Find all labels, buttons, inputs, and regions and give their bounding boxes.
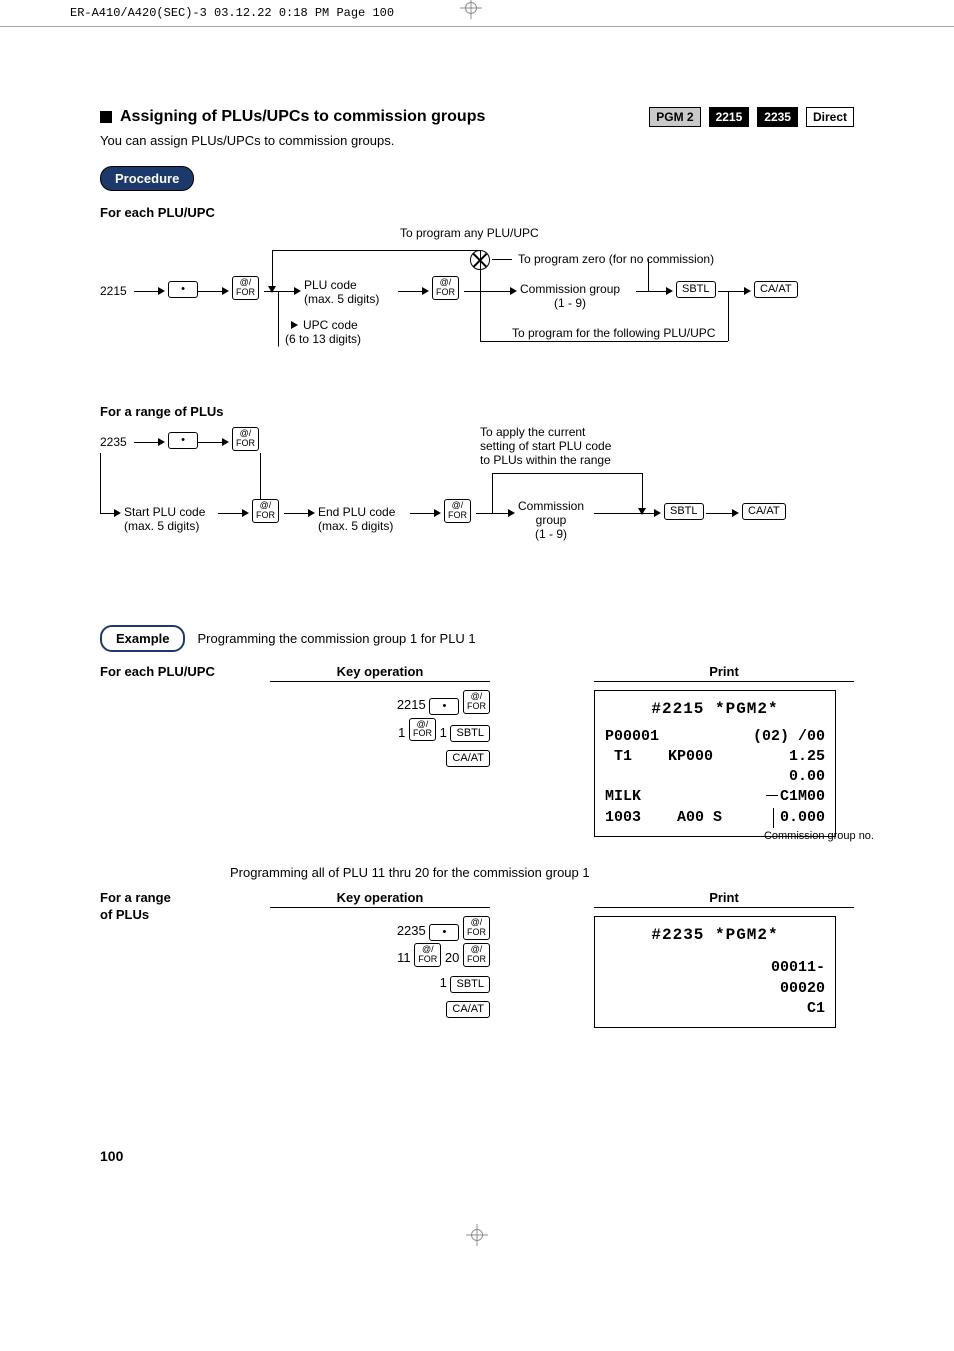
flow2-caat-key: CA/AT	[742, 503, 786, 520]
ex2-print-head: Print	[594, 890, 854, 908]
registration-mark-bottom	[100, 1224, 854, 1249]
sbtl-key: SBTL	[664, 503, 704, 520]
flow2-start-label: Start PLU code (max. 5 digits)	[124, 505, 205, 533]
sbtl-key: SBTL	[450, 725, 490, 742]
for-key: @/ FOR	[444, 499, 471, 523]
flow1-upc-label: UPC code (6 to 13 digits)	[278, 318, 361, 347]
ex1-keyop: 2215 • @/ FOR 1 @/ FOR 1 SBTL CA/AT	[230, 690, 490, 770]
ex1-keyop-head: Key operation	[270, 664, 490, 682]
sbtl-key: SBTL	[450, 976, 490, 993]
flow2-for-key-2: @/ FOR	[252, 499, 279, 523]
flow1-top-note: To program any PLU/UPC	[400, 226, 539, 240]
for-key: @/ FOR	[232, 276, 259, 300]
procedure-pill: Procedure	[100, 166, 194, 191]
ex2-print-box: #2235 *PGM2* 00011- 00020 C1	[594, 916, 836, 1028]
sbtl-key: SBTL	[676, 281, 716, 298]
tag-2215: 2215	[709, 107, 750, 127]
for-key: @/ FOR	[409, 718, 436, 742]
bullet-square-icon	[100, 111, 112, 123]
flowchart-each-plu: To program any PLU/UPC 2215 • @/ FOR PLU…	[100, 226, 854, 396]
caat-key: CA/AT	[446, 1001, 490, 1018]
header-text: ER-A410/A420(SEC)-3 03.12.22 0:18 PM Pag…	[70, 6, 394, 20]
ex2-print-title: #2235 *PGM2*	[605, 925, 825, 947]
dot-key: •	[168, 281, 198, 298]
flow1-comm-label: Commission group (1 - 9)	[520, 282, 620, 310]
caat-key: CA/AT	[742, 503, 786, 520]
example-2-caption: Programming all of PLU 11 thru 20 for th…	[230, 865, 854, 880]
ex2-keyop-head: Key operation	[270, 890, 490, 908]
mode-tags: PGM 2 2215 2235 Direct	[649, 107, 854, 127]
flow2-jobcode: 2235	[100, 435, 127, 449]
flow2-sbtl-key: SBTL	[664, 503, 704, 520]
example-2-body: For a range of PLUs Key operation 2235 •…	[100, 890, 854, 1028]
for-key: @/ FOR	[463, 916, 490, 940]
print-header: ER-A410/A420(SEC)-3 03.12.22 0:18 PM Pag…	[0, 0, 954, 27]
flow2-dot-key: •	[168, 432, 198, 449]
flow2-end-label: End PLU code (max. 5 digits)	[318, 505, 395, 533]
flow1-plu-label: PLU code (max. 5 digits)	[304, 278, 379, 306]
example-pill: Example	[100, 625, 185, 652]
tag-2235: 2235	[757, 107, 798, 127]
flow1-cancel-icon	[470, 250, 490, 273]
ex1-callout: Commission group no.	[764, 830, 874, 842]
example-1-header: Example Programming the commission group…	[100, 625, 854, 652]
flow1-for-key-1: @/ FOR	[232, 276, 259, 300]
for-key: @/ FOR	[463, 690, 490, 714]
ex2-l1-num: 2235	[397, 923, 426, 938]
flow1-caat-key: CA/AT	[754, 281, 798, 298]
page-content: Assigning of PLUs/UPCs to commission gro…	[0, 27, 954, 1289]
ex2-l2-b: 20	[445, 950, 459, 965]
for-key: @/ FOR	[432, 276, 459, 300]
example-1-body: For each PLU/UPC Key operation 2215 • @/…	[100, 664, 854, 837]
flow2-comm-label: Commission group (1 - 9)	[518, 499, 584, 541]
ex2-l2-a: 11	[397, 950, 411, 965]
ex1-print-head: Print	[594, 664, 854, 682]
ex1-l1-num: 2215	[397, 697, 426, 712]
for-key: @/ FOR	[463, 943, 490, 967]
dot-key: •	[429, 924, 459, 941]
ex2-keyop: 2235 • @/ FOR 11 @/ FOR 20 @/ FOR 1 SBTL…	[230, 916, 490, 1021]
for-key: @/ FOR	[232, 427, 259, 451]
flow2-for-key-3: @/ FOR	[444, 499, 471, 523]
flow2-note: To apply the current setting of start PL…	[480, 425, 611, 467]
flow1-loop-note: To program for the following PLU/UPC	[512, 326, 715, 340]
ex1-l2-b: 1	[440, 724, 447, 739]
ex1-l2-a: 1	[398, 724, 405, 739]
registration-mark-top	[460, 0, 482, 23]
dot-key: •	[429, 698, 459, 715]
ex1-left-label: For each PLU/UPC	[100, 664, 230, 837]
caat-key: CA/AT	[754, 281, 798, 298]
dot-key: •	[168, 432, 198, 449]
flow2-for-key-1: @/ FOR	[232, 427, 259, 451]
intro-text: You can assign PLUs/UPCs to commission g…	[100, 133, 854, 148]
flow1-jobcode: 2215	[100, 284, 127, 298]
ex2-left-label: For a range of PLUs	[100, 890, 230, 1028]
for-key: @/ FOR	[252, 499, 279, 523]
flow1-zero-note: To program zero (for no commission)	[518, 252, 714, 266]
for-key: @/ FOR	[414, 943, 441, 967]
tag-pgm2: PGM 2	[649, 107, 700, 127]
ex1-print-box: #2215 *PGM2* P00001(02) /00 T1 KP0001.25…	[594, 690, 836, 837]
caat-key: CA/AT	[446, 750, 490, 767]
tag-direct: Direct	[806, 107, 854, 127]
flow1-sbtl-key: SBTL	[676, 281, 716, 298]
flow1-heading: For each PLU/UPC	[100, 205, 854, 220]
example-1-caption: Programming the commission group 1 for P…	[197, 625, 475, 646]
flow2-heading: For a range of PLUs	[100, 404, 854, 419]
page-number: 100	[100, 1148, 854, 1164]
ex2-l3: 1	[440, 975, 447, 990]
section-header: Assigning of PLUs/UPCs to commission gro…	[100, 107, 854, 127]
flowchart-range-plu: 2235 • @/ FOR To apply the current setti…	[100, 425, 854, 595]
ex1-print-title: #2215 *PGM2*	[605, 699, 825, 721]
flow1-dot-key: •	[168, 281, 198, 298]
section-title: Assigning of PLUs/UPCs to commission gro…	[120, 108, 485, 126]
flow1-for-key-2: @/ FOR	[432, 276, 459, 300]
